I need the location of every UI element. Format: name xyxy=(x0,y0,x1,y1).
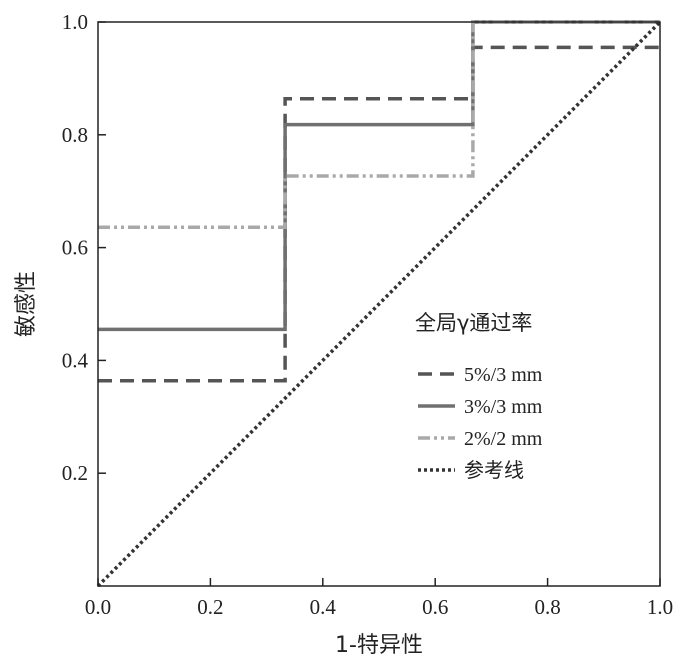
y-tick-label: 0.8 xyxy=(62,123,88,147)
x-tick-label: 0.4 xyxy=(310,595,337,619)
plot-frame xyxy=(97,21,661,587)
plot-lines xyxy=(96,20,662,588)
legend: 全局γ通过率 5%/3 mm 3%/3 mm 2%/2 mm 参考线 xyxy=(415,311,543,482)
y-tick-label: 1.0 xyxy=(62,10,88,34)
x-tick-label: 0.8 xyxy=(534,595,560,619)
series-line-0 xyxy=(98,45,660,383)
legend-items: 5%/3 mm 3%/3 mm 2%/2 mm 参考线 xyxy=(418,364,543,482)
x-tick-label: 0.2 xyxy=(197,595,223,619)
legend-title: 全局γ通过率 xyxy=(415,311,532,335)
y-tick-label: 0.2 xyxy=(62,461,88,485)
x-tick-label: 1.0 xyxy=(647,595,673,619)
y-axis-title: 敏感性 xyxy=(14,271,39,337)
y-tick-label: 0.4 xyxy=(62,348,89,372)
legend-label-1: 3%/3 mm xyxy=(464,396,543,418)
legend-label-0: 5%/3 mm xyxy=(464,364,543,386)
legend-label-3: 参考线 xyxy=(464,458,524,482)
ticks: 0.0 0.2 0.4 0.6 0.8 1.0 0.2 0.4 0.6 0.8 1.0 xyxy=(62,10,673,619)
series-line-3 xyxy=(96,20,662,588)
y-tick-label: 0.6 xyxy=(62,236,88,260)
x-axis-title: 1-特异性 xyxy=(335,633,423,658)
legend-label-2: 2%/2 mm xyxy=(464,428,543,450)
axes xyxy=(97,21,661,587)
x-tick-label: 0.6 xyxy=(422,595,448,619)
x-tick-label: 0.0 xyxy=(85,595,111,619)
